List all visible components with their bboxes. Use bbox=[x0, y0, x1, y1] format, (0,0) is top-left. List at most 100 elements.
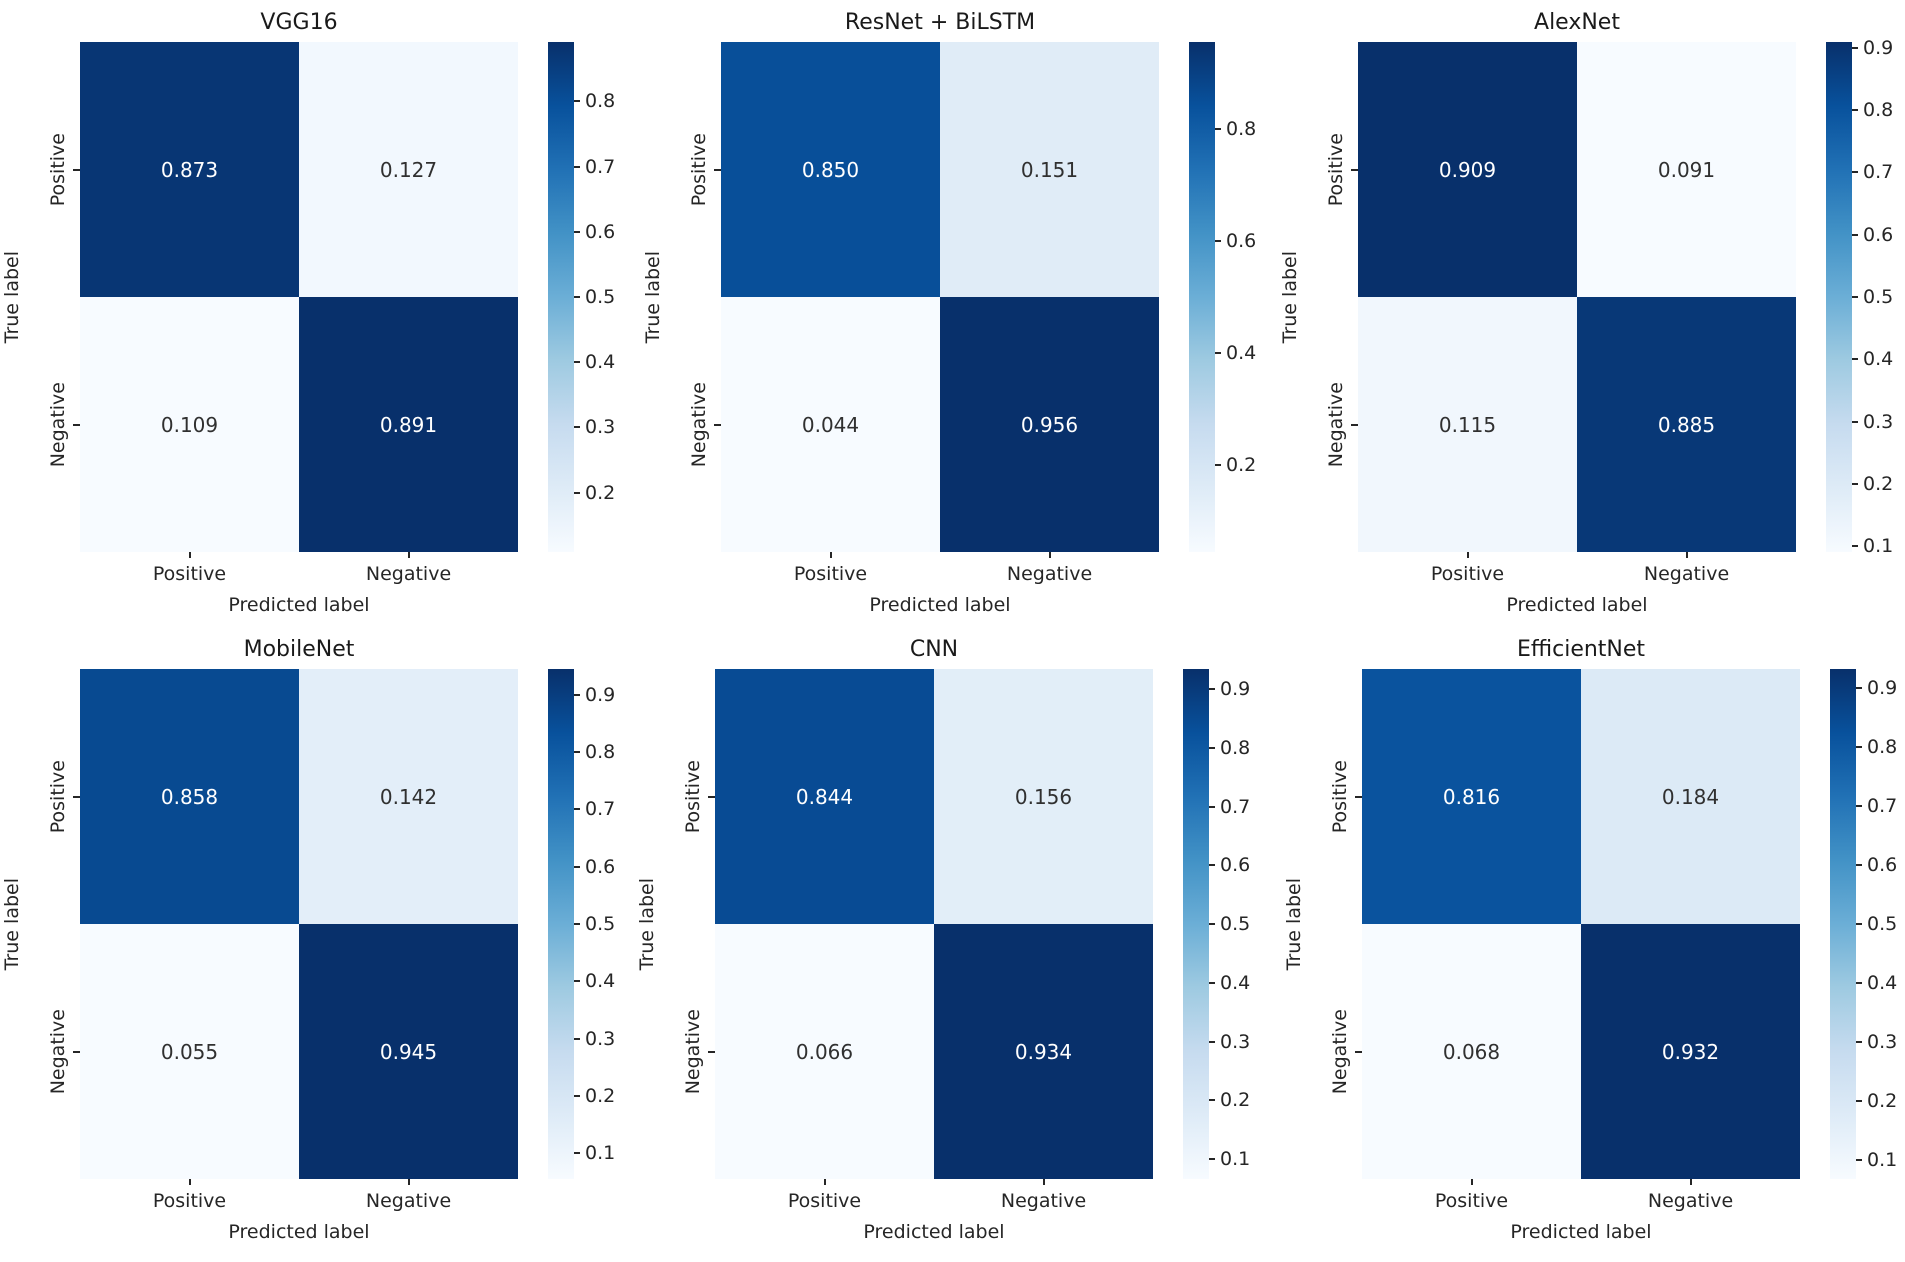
y-tick-label-positive: Positive bbox=[47, 759, 69, 834]
colorbar-tick-label: 0.8 bbox=[1226, 118, 1257, 141]
colorbar-tick-label: 0.2 bbox=[1863, 473, 1894, 496]
colorbar-tick: 0.8 bbox=[1209, 737, 1250, 759]
panel-title: AlexNet bbox=[1534, 10, 1620, 35]
x-tick-label-positive: Positive bbox=[1434, 1190, 1509, 1212]
y-axis-label: True label bbox=[1, 250, 23, 344]
colorbar-tick-label: 0.8 bbox=[1863, 98, 1894, 121]
colorbar-tick: 0.1 bbox=[1852, 535, 1893, 557]
x-axis-ticks: Positive Negative bbox=[80, 552, 518, 594]
colorbar-tick-label: 0.9 bbox=[1863, 36, 1894, 59]
x-tick-mark bbox=[188, 552, 191, 558]
colorbar-tick-label: 0.3 bbox=[1863, 410, 1894, 433]
heatmap-grid: 0.844 0.156 0.066 0.934 bbox=[715, 669, 1153, 1179]
heatmap-cell-true-positive: 0.858 bbox=[80, 669, 299, 924]
colorbar-wrap: 0.9 0.8 0.7 0.6 0.5 0.4 0.3 0.2 0.1 bbox=[1830, 669, 1905, 1179]
x-tick-mark bbox=[829, 552, 832, 558]
colorbar-tick-mark bbox=[1852, 483, 1858, 486]
x-tick-negative: Negative bbox=[299, 1179, 518, 1221]
plot-area: True label Positive Negative 0.858 0.142 bbox=[0, 669, 635, 1249]
y-tick-mark bbox=[1355, 1050, 1362, 1053]
cell-value: 0.891 bbox=[379, 412, 438, 437]
plot-area: True label Positive Negative 0.850 0.151 bbox=[641, 42, 1270, 622]
colorbar bbox=[1189, 42, 1215, 552]
x-tick-label-positive: Positive bbox=[1430, 563, 1505, 585]
y-tick-label-positive: Positive bbox=[688, 132, 710, 207]
colorbar-tick-mark bbox=[574, 230, 580, 233]
y-axis-label: True label bbox=[1, 877, 23, 971]
y-axis-ticks: Positive Negative bbox=[665, 42, 721, 552]
colorbar-tick-label: 0.5 bbox=[1220, 913, 1251, 935]
cell-value: 0.850 bbox=[801, 157, 860, 182]
colorbar-tick: 0.4 bbox=[1215, 342, 1256, 364]
colorbar-tick-mark bbox=[574, 1152, 580, 1155]
colorbar-tick-mark bbox=[1856, 863, 1862, 866]
heatmap-cell-true-negative: 0.885 bbox=[1577, 297, 1796, 552]
x-tick-negative: Negative bbox=[934, 1179, 1153, 1221]
y-tick-mark bbox=[73, 795, 80, 798]
heatmap-grid: 0.909 0.091 0.115 0.885 bbox=[1358, 42, 1796, 552]
colorbar-tick-mark bbox=[1209, 805, 1215, 808]
y-tick-label-negative: Negative bbox=[47, 1008, 69, 1095]
heatmap-cell-false-positive: 0.109 bbox=[80, 297, 299, 552]
colorbar-tick-mark bbox=[1852, 46, 1858, 49]
colorbar-tick: 0.6 bbox=[1209, 854, 1250, 876]
colorbar-tick-label: 0.9 bbox=[585, 683, 616, 706]
y-tick-label-negative: Negative bbox=[47, 381, 69, 468]
colorbar-tick: 0.3 bbox=[1856, 1031, 1897, 1053]
cell-value: 0.844 bbox=[795, 784, 854, 809]
colorbar-tick-label: 0.7 bbox=[1220, 795, 1251, 818]
cell-value: 0.068 bbox=[1442, 1039, 1501, 1064]
colorbar-tick-label: 0.8 bbox=[1867, 735, 1898, 758]
colorbar-tick-mark bbox=[1856, 1100, 1862, 1103]
y-tick-label-positive: Positive bbox=[47, 132, 69, 207]
panel-title: CNN bbox=[909, 637, 959, 662]
heatmap-cell-false-negative: 0.151 bbox=[940, 42, 1159, 297]
colorbar-tick-label: 0.1 bbox=[585, 1142, 616, 1165]
colorbar-tick-mark bbox=[1209, 687, 1215, 690]
colorbar-tick-label: 0.3 bbox=[585, 416, 616, 439]
colorbar-tick-mark bbox=[1209, 1158, 1215, 1161]
colorbar-tick: 0.5 bbox=[574, 913, 615, 935]
colorbar-tick-label: 0.5 bbox=[585, 286, 616, 308]
colorbar-tick-label: 0.4 bbox=[1226, 341, 1257, 364]
colorbar-tick-mark bbox=[574, 296, 580, 298]
colorbar-tick-label: 0.2 bbox=[585, 1084, 616, 1107]
y-axis-label: True label bbox=[642, 250, 664, 344]
x-axis-ticks: Positive Negative bbox=[80, 1179, 518, 1221]
cell-value: 0.109 bbox=[160, 412, 219, 437]
x-axis-label: Predicted label bbox=[228, 1221, 370, 1243]
colorbar-tick-label: 0.1 bbox=[1863, 535, 1894, 558]
colorbar-tick-label: 0.2 bbox=[1226, 453, 1257, 476]
colorbar-tick: 0.2 bbox=[574, 482, 615, 504]
heatmap-grid: 0.850 0.151 0.044 0.956 bbox=[721, 42, 1159, 552]
cell-value: 0.066 bbox=[795, 1039, 854, 1064]
colorbar-tick: 0.6 bbox=[1852, 224, 1893, 246]
colorbar-wrap: 0.8 0.6 0.4 0.2 bbox=[1189, 42, 1275, 552]
x-tick-negative: Negative bbox=[940, 552, 1159, 594]
colorbar-wrap: 0.8 0.7 0.6 0.5 0.4 0.3 0.2 bbox=[548, 42, 634, 552]
cell-value: 0.156 bbox=[1014, 784, 1073, 809]
colorbar bbox=[548, 669, 574, 1179]
colorbar-tick-label: 0.6 bbox=[585, 220, 616, 243]
heatmap-cell-true-negative: 0.891 bbox=[299, 297, 518, 552]
colorbar-tick: 0.8 bbox=[574, 741, 615, 763]
confusion-matrix-panel: EfficientNet True label Positive Negativ… bbox=[1270, 625, 1905, 1262]
x-tick-label-negative: Negative bbox=[1647, 1190, 1734, 1212]
plot-area: True label Positive Negative 0.816 0.184 bbox=[1282, 669, 1905, 1249]
x-tick-positive: Positive bbox=[80, 1179, 299, 1221]
colorbar-tick-mark bbox=[1856, 1159, 1862, 1162]
colorbar-tick: 0.3 bbox=[1209, 1031, 1250, 1053]
heatmap-cell-false-positive: 0.066 bbox=[715, 924, 934, 1179]
panel-title: MobileNet bbox=[243, 637, 355, 662]
y-tick-positive: Positive bbox=[665, 42, 721, 297]
heatmap-cell-true-negative: 0.956 bbox=[940, 297, 1159, 552]
colorbar-tick-mark bbox=[1215, 240, 1221, 243]
colorbar-tick: 0.9 bbox=[1209, 678, 1250, 700]
colorbar-tick-mark bbox=[1856, 686, 1862, 689]
cell-value: 0.885 bbox=[1657, 412, 1716, 437]
confusion-matrix-panel: MobileNet True label Positive Negative 0… bbox=[0, 625, 635, 1262]
colorbar-tick-mark bbox=[574, 980, 580, 983]
colorbar-tick: 0.7 bbox=[1852, 161, 1893, 183]
y-tick-positive: Positive bbox=[1302, 42, 1358, 297]
y-tick-negative: Negative bbox=[24, 924, 80, 1179]
